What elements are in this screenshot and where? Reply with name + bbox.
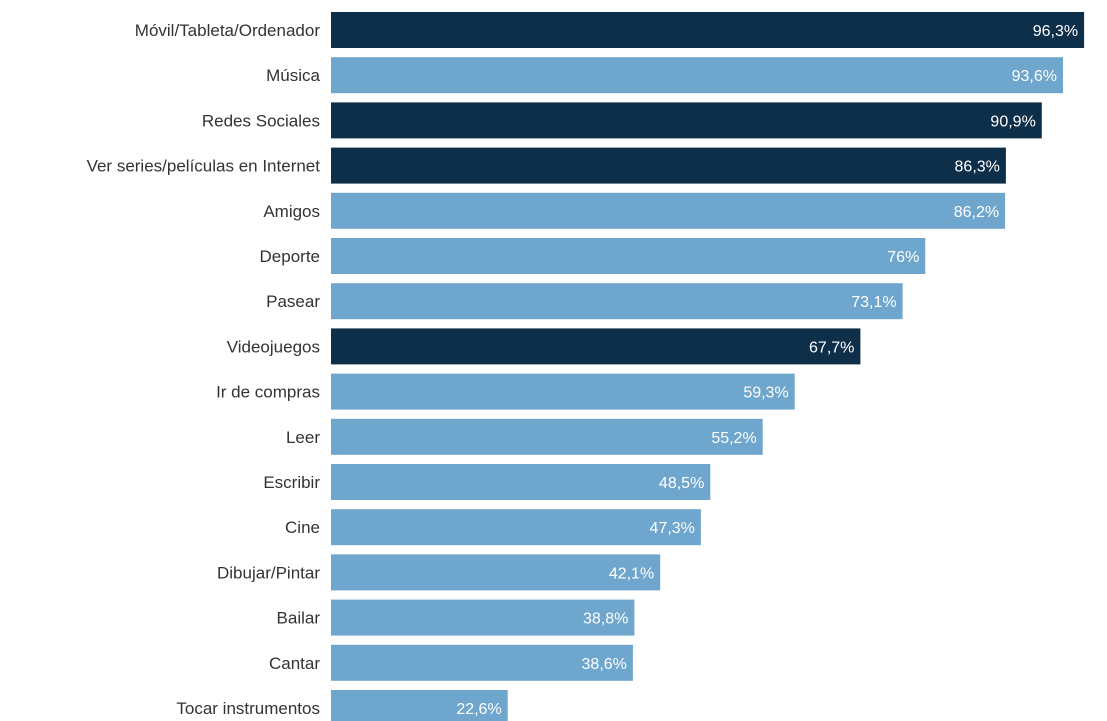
value-label: 38,6% [582, 656, 627, 673]
category-label: Móvil/Tableta/Ordenador [135, 21, 321, 40]
category-label: Amigos [263, 202, 320, 221]
category-label: Escribir [263, 473, 320, 492]
value-label: 59,3% [743, 385, 788, 402]
bar [331, 192, 1006, 229]
bar [331, 644, 633, 681]
value-label: 73,1% [851, 294, 896, 311]
category-label: Pasear [266, 292, 320, 311]
bar [331, 373, 795, 410]
value-label: 86,3% [955, 159, 1000, 176]
value-label: 38,8% [583, 611, 628, 628]
bar [331, 57, 1063, 94]
category-label: Leer [286, 428, 320, 447]
bar [331, 238, 926, 274]
bar [331, 328, 861, 365]
category-labels-group: Móvil/Tableta/Ordenador Música Redes Socia… [87, 21, 321, 718]
value-label: 96,3% [1033, 23, 1078, 40]
category-label: Tocar instrumentos [176, 699, 320, 718]
category-label: Deporte [260, 247, 320, 266]
value-label: 48,5% [659, 475, 704, 492]
value-labels-group: 96,3% 93,6% 90,9% 86,3% 86,2% 76% 73,1% 67,7% 59… [456, 23, 1078, 718]
value-label: 86,2% [954, 204, 999, 221]
bar [331, 690, 508, 721]
bar [331, 509, 701, 546]
value-label: 67,7% [809, 339, 854, 356]
value-label: 90,9% [990, 113, 1035, 130]
category-label: Música [266, 66, 320, 85]
bar [331, 599, 635, 636]
category-label: Dibujar/Pintar [217, 563, 320, 582]
bars-group [331, 12, 1085, 721]
category-label: Bailar [277, 609, 321, 628]
category-label: Cine [285, 518, 320, 537]
bar [331, 283, 903, 320]
value-label: 47,3% [650, 520, 695, 537]
bar [331, 12, 1085, 48]
value-label: 22,6% [456, 701, 501, 718]
value-label: 93,6% [1012, 68, 1057, 85]
value-label: 55,2% [711, 430, 756, 447]
category-label: Ir de compras [216, 383, 320, 402]
bar [331, 147, 1006, 184]
value-label: 42,1% [609, 565, 654, 582]
category-label: Videojuegos [227, 337, 320, 356]
bar [331, 102, 1042, 139]
bar [331, 418, 763, 455]
bar [331, 554, 661, 591]
bar [331, 464, 711, 500]
category-label: Redes Sociales [202, 111, 320, 130]
category-label: Ver series/películas en Internet [87, 157, 321, 176]
value-label: 76% [887, 249, 919, 266]
category-label: Cantar [269, 654, 320, 673]
